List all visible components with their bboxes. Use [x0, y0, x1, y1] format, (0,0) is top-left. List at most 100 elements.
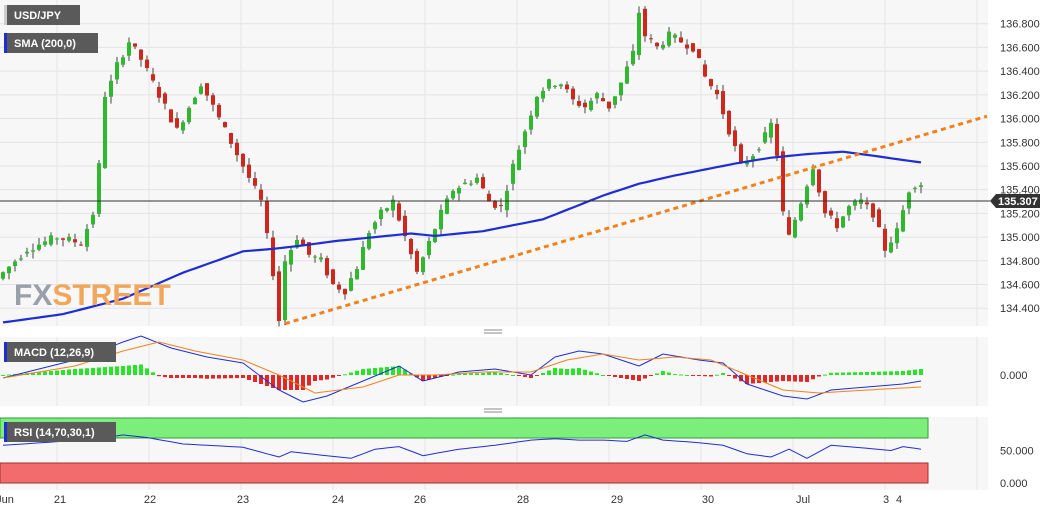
candle-body — [385, 208, 389, 211]
candle-body — [175, 118, 179, 128]
macd-histogram-bar — [607, 375, 611, 376]
candle-body — [451, 190, 455, 199]
macd-histogram-bar — [781, 375, 785, 381]
macd-histogram-bar — [277, 375, 281, 390]
candle-body — [289, 250, 293, 265]
macd-histogram-bar — [7, 374, 11, 376]
candle-body — [637, 12, 641, 55]
candle-body — [19, 258, 23, 260]
macd-line — [2, 335, 922, 403]
macd-histogram-bar — [589, 371, 593, 375]
macd-histogram-bar — [163, 375, 167, 378]
macd-histogram-bar — [691, 375, 695, 376]
axes: 134.400 134.600 134.800 135.000 135.200 135.4… — [0, 19, 1040, 506]
macd-histogram-bar — [397, 366, 401, 375]
macd-histogram-bar — [205, 375, 209, 379]
candle-body — [481, 177, 485, 189]
candle-body — [157, 86, 161, 98]
price-tick-label: 135.200 — [1000, 208, 1040, 220]
candle-body — [799, 203, 803, 221]
candle-body — [649, 38, 653, 40]
macd-histogram-bar — [889, 371, 893, 375]
macd-histogram-bar — [823, 374, 827, 376]
candle-body — [139, 49, 143, 60]
macd-histogram-bar — [895, 371, 899, 375]
macd-histogram-bar — [919, 369, 923, 375]
x-tick-label: 24 — [332, 494, 344, 506]
candle-body — [871, 203, 875, 218]
macd-histogram-bar — [511, 375, 515, 376]
macd-histogram-bar — [73, 369, 77, 375]
candle-body — [883, 228, 887, 251]
candle-body — [643, 8, 647, 37]
candle-body — [721, 91, 725, 115]
sma-label: SMA (200,0) — [14, 38, 76, 50]
macd-histogram-bar — [769, 375, 773, 382]
price-tick-label: 136.000 — [1000, 114, 1040, 126]
macd-badge[interactable]: MACD (12,26,9) — [4, 342, 116, 362]
candle-body — [625, 66, 629, 84]
candle-body — [763, 132, 767, 143]
symbol-badge[interactable]: USD/JPY — [4, 5, 80, 25]
candle-body — [271, 237, 275, 277]
price-tick-label: 136.400 — [1000, 66, 1040, 78]
candle-body — [463, 182, 467, 185]
candle-body — [853, 201, 857, 206]
rsi-overbought-band — [0, 417, 929, 439]
macd-histogram-bar — [745, 375, 749, 384]
rsi-label: RSI (14,70,30,1) — [14, 427, 95, 439]
candle-body — [133, 43, 137, 47]
macd-histogram-bar — [661, 371, 665, 375]
candle-body — [43, 241, 47, 245]
candle-body — [595, 93, 599, 99]
candle-body — [817, 169, 821, 193]
macd-histogram-bar — [505, 374, 509, 375]
macd-histogram-bar — [721, 373, 725, 375]
x-tick-label: 4 — [896, 494, 902, 506]
sma-line — [2, 150, 922, 324]
macd-histogram-bar — [295, 375, 299, 390]
macd-histogram-bar — [697, 375, 701, 376]
macd-histogram-bar — [541, 373, 545, 375]
x-tick-label: 22 — [144, 494, 156, 506]
macd-histogram-bar — [847, 372, 851, 375]
macd-histogram-bar — [421, 375, 425, 381]
macd-histogram-bar — [259, 375, 263, 384]
macd-histogram-bar — [145, 368, 149, 375]
candle-body — [439, 209, 443, 230]
candle-body — [787, 217, 791, 235]
macd-histogram-bar — [583, 369, 587, 375]
macd-histogram-bar — [457, 373, 461, 375]
candle-body — [211, 95, 215, 105]
macd-histogram-bar — [829, 372, 833, 375]
macd-histogram-bar — [577, 368, 581, 375]
candle-body — [691, 43, 695, 52]
candle-body — [37, 244, 41, 250]
signal-line — [2, 341, 922, 394]
pane-splitter-1[interactable] — [484, 329, 502, 334]
macd-histogram-bar — [727, 375, 731, 376]
macd-histogram-bar — [817, 375, 821, 377]
current-price-label: 135.307 — [998, 196, 1038, 208]
macd-histogram-bar — [475, 373, 479, 375]
candle-body — [553, 85, 557, 87]
candle-body — [697, 49, 701, 59]
sma-badge[interactable]: SMA (200,0) — [4, 33, 98, 53]
macd-histogram-bar — [901, 371, 905, 375]
candle-body — [337, 284, 341, 290]
candle-body — [619, 82, 623, 96]
candle-body — [823, 191, 827, 214]
candle-body — [397, 203, 401, 221]
pane-splitter-2[interactable] — [484, 408, 502, 413]
macd-histogram-bar — [85, 368, 89, 375]
macd-histogram-bar — [19, 373, 23, 375]
candle-body — [541, 90, 545, 99]
macd-histogram-bar — [55, 370, 59, 375]
candle-body — [109, 80, 113, 97]
macd-histogram-bar — [175, 375, 179, 378]
rsi-badge[interactable]: RSI (14,70,30,1) — [4, 422, 116, 442]
candle-body — [325, 258, 329, 276]
candle-body — [61, 238, 65, 240]
macd-histogram-bar — [151, 372, 155, 375]
candle-body — [151, 74, 155, 81]
